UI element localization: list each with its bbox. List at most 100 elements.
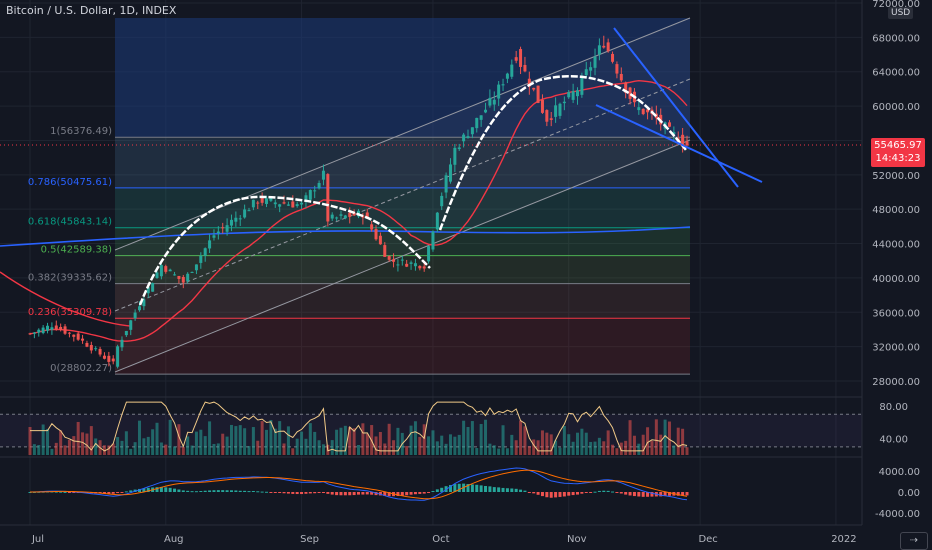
volume-bar (492, 445, 496, 455)
price-tick-label: 40000.00 (872, 274, 920, 285)
volume-bar (435, 441, 439, 455)
arc-pattern-left (138, 195, 431, 306)
candle-body (37, 329, 41, 333)
volume-bar (208, 421, 212, 455)
macd-histogram-bar (221, 490, 225, 492)
fib-level-label: 0.786(50475.61) (28, 177, 112, 188)
price-tick-label: 60000.00 (872, 102, 920, 113)
volume-bar (374, 436, 378, 455)
fib-zone (115, 318, 690, 375)
volume-bar (479, 424, 483, 455)
candle-body (637, 107, 641, 111)
macd-histogram-bar (602, 490, 606, 492)
rsi-line (30, 401, 688, 452)
volume-bar (63, 445, 67, 455)
macd-histogram-bar (194, 491, 198, 493)
candle-body (286, 204, 290, 206)
candle-body (46, 325, 50, 331)
candle-body (448, 164, 452, 182)
macd-histogram-bar (72, 492, 76, 493)
candle-body (234, 217, 238, 222)
volume-bar (54, 442, 58, 455)
time-tick-label: 2022 (831, 534, 856, 545)
macd-histogram-bar (571, 492, 575, 496)
volume-bar (295, 438, 299, 455)
fib-level-label: 1(56376.49) (50, 126, 112, 137)
volume-bar (159, 442, 163, 455)
macd-histogram-bar (427, 492, 431, 493)
macd-histogram-bar (484, 486, 488, 492)
macd-histogram-bar (326, 492, 330, 494)
candle-body (672, 132, 676, 135)
macd-histogram-bar (646, 492, 650, 497)
goto-realtime-icon[interactable]: ⇢ (900, 532, 928, 550)
fib-level-label: 0.618(45843.14) (28, 217, 112, 228)
candle-body (444, 175, 448, 193)
volume-bar (181, 446, 185, 455)
volume-bar (85, 433, 89, 455)
candle-body (317, 183, 321, 189)
candle-body (177, 275, 181, 279)
ma-red-line-left (0, 271, 131, 327)
volume-bar (142, 438, 146, 455)
candle-body (85, 342, 89, 347)
macd-histogram-bar (357, 492, 360, 495)
macd-histogram-bar (431, 490, 435, 492)
candle-body (685, 141, 689, 146)
volume-bar (221, 433, 225, 455)
volume-bar (576, 432, 579, 455)
trend-drawings[interactable] (138, 27, 763, 306)
volume-bar (676, 427, 680, 455)
volume-bar (138, 420, 141, 455)
candle-body (584, 69, 588, 76)
price-tick-label: 72000.00 (872, 0, 920, 10)
candle-body (243, 209, 247, 218)
macd-histogram-bar (352, 492, 356, 496)
candle-body (497, 84, 501, 99)
candle-body (335, 217, 339, 219)
volume-bar (256, 440, 260, 455)
volume-bar (243, 428, 247, 455)
macd-histogram-bar (435, 489, 439, 492)
macd-histogram-bar (387, 492, 391, 497)
volume-bar (545, 432, 549, 455)
candle-body (199, 255, 203, 263)
volume-bar (89, 426, 93, 455)
volume-bar (177, 424, 181, 455)
candle-body (54, 325, 58, 330)
candle-body (251, 199, 255, 208)
candle-body (589, 67, 593, 71)
volume-bar (510, 434, 514, 455)
candle-body (308, 190, 312, 200)
macd-histogram-bar (265, 491, 269, 493)
price-tick-label: 68000.00 (872, 33, 920, 44)
volume-bar (654, 419, 658, 455)
candle-body (256, 202, 260, 204)
candle-body (133, 312, 137, 319)
volume-bar (365, 433, 369, 455)
fib-level-label: 0.382(39335.62) (28, 273, 112, 284)
time-tick-label: Sep (300, 534, 319, 545)
candle-body (527, 78, 531, 87)
price-tick-label: 52000.00 (872, 171, 920, 182)
candle-body (81, 338, 85, 341)
volume-bar (632, 435, 636, 455)
macd-histogram-bar (177, 489, 181, 492)
macd-histogram-bar (173, 488, 177, 492)
macd-histogram-bar (278, 492, 282, 493)
wedge-lower (595, 104, 763, 183)
macd-histogram-bar (190, 491, 194, 493)
volume-bar (28, 427, 32, 455)
candle-body (76, 333, 80, 340)
candle-body (146, 287, 150, 294)
macd-histogram-bar (624, 492, 628, 495)
volume-bar (352, 428, 356, 455)
macd-histogram-bar (199, 491, 203, 493)
candle-body (387, 256, 391, 260)
volume-bar (229, 424, 233, 455)
candle-body (247, 210, 251, 212)
macd-histogram-bar (663, 492, 667, 497)
macd-histogram-bar (186, 490, 190, 492)
candle-body (667, 122, 671, 127)
